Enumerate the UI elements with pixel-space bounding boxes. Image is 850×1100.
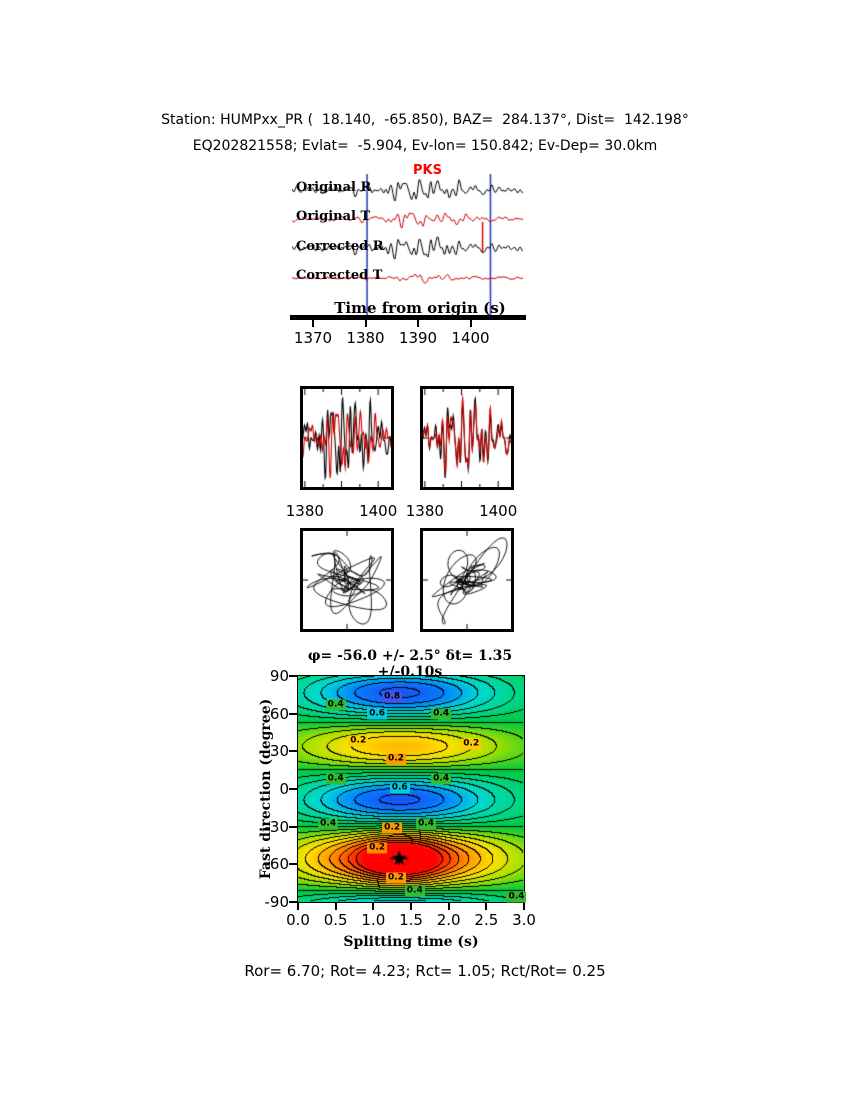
- contour-value-label: 0.4: [325, 773, 346, 785]
- contour-value-label: 0.4: [431, 708, 452, 720]
- splitting-time-tick-label: 1.0: [361, 911, 386, 929]
- trace-label-corrected-t: Corrected T: [296, 268, 383, 283]
- contour-value-label: 0.4: [431, 773, 452, 785]
- contour-value-label: 0.2: [367, 842, 388, 854]
- misfit-contour-frame: [297, 675, 525, 903]
- waveform-window-right-canvas: [423, 389, 511, 487]
- fast-direction-tick: [289, 788, 297, 790]
- particle-motion-right: [420, 528, 514, 632]
- fast-direction-tick-label: -90: [264, 893, 290, 911]
- fast-direction-tick: [289, 675, 297, 677]
- fast-direction-tick-label: -60: [264, 855, 290, 874]
- waveform-window-left-canvas: [303, 389, 391, 487]
- splitting-time-tick-label: 0.5: [323, 911, 348, 929]
- contour-value-label: 0.4: [506, 891, 527, 903]
- seismogram-canvas: [292, 166, 524, 318]
- station-header: Station: HUMPxx_PR ( 18.140, -65.850), B…: [161, 112, 689, 128]
- fast-direction-tick: [289, 901, 297, 903]
- contour-value-label: 0.6: [389, 782, 410, 794]
- splitting-time-tick: [372, 903, 375, 910]
- contour-value-label: 0.4: [325, 699, 346, 711]
- window-tick-label: 1380: [285, 502, 324, 520]
- particle-motion-left-canvas: [303, 531, 391, 629]
- time-axis-tick-label: 1380: [346, 329, 385, 347]
- fast-direction-tick-label: 30: [269, 742, 289, 761]
- fast-direction-tick: [289, 750, 297, 753]
- contour-value-label: 0.2: [385, 753, 406, 765]
- time-axis-tick: [417, 320, 419, 327]
- contour-value-label: 0.2: [461, 738, 482, 750]
- splitting-time-tick-label: 0.0: [286, 911, 310, 929]
- contour-value-label: 0.2: [385, 872, 406, 884]
- time-axis-line: [290, 315, 526, 320]
- splitting-time-axis-label: Splitting time (s): [343, 934, 479, 950]
- contour-value-label: 0.4: [404, 885, 425, 897]
- time-axis-tick: [469, 320, 472, 327]
- fast-direction-tick-label: 60: [269, 704, 289, 723]
- phase-label: PKS: [413, 163, 442, 178]
- splitting-time-tick-label: 3.0: [512, 911, 536, 929]
- trace-label-corrected-r: Corrected R: [296, 239, 384, 254]
- window-tick-label: 1400: [359, 502, 398, 520]
- window-tick-label: 1400: [479, 502, 518, 520]
- splitting-time-tick: [410, 903, 412, 910]
- time-axis-tick: [364, 320, 367, 327]
- fast-direction-tick-label: -30: [264, 817, 290, 836]
- splitting-time-tick-label: 1.5: [399, 911, 423, 929]
- splitting-time-tick: [485, 903, 488, 910]
- result-summary: Ror= 6.70; Rot= 4.23; Rct= 1.05; Rct/Rot…: [244, 962, 606, 980]
- fast-direction-tick: [289, 825, 297, 828]
- time-axis-tick-label: 1400: [451, 329, 490, 347]
- splitting-time-tick-label: 2.5: [474, 911, 499, 929]
- splitting-time-tick-label: 2.0: [436, 911, 461, 929]
- misfit-contour-canvas: [298, 676, 524, 902]
- splitting-time-tick: [334, 903, 337, 910]
- fast-direction-tick: [289, 712, 297, 715]
- fast-direction-tick: [289, 863, 297, 866]
- trace-label-original-t: Original T: [296, 209, 371, 224]
- contour-value-label: 0.4: [318, 818, 339, 830]
- window-tick-label: 1380: [405, 502, 444, 520]
- particle-motion-right-canvas: [423, 531, 511, 629]
- trace-label-original-r: Original R: [296, 180, 372, 195]
- fast-direction-tick-label: 0: [279, 780, 289, 798]
- contour-value-label: 0.2: [348, 735, 369, 747]
- time-axis-label: Time from origin (s): [334, 299, 506, 317]
- splitting-time-tick: [447, 903, 450, 910]
- particle-motion-left: [300, 528, 394, 632]
- contour-value-label: 0.8: [382, 691, 403, 703]
- contour-value-label: 0.6: [367, 708, 388, 720]
- waveform-window-right: [420, 386, 514, 490]
- contour-value-label: 0.2: [382, 822, 403, 834]
- waveform-window-left: [300, 386, 394, 490]
- time-axis-tick-label: 1390: [398, 329, 438, 347]
- contour-value-label: 0.4: [416, 818, 437, 830]
- time-axis-tick: [312, 320, 314, 327]
- splitting-time-tick: [297, 903, 299, 910]
- fast-direction-tick-label: 90: [269, 667, 289, 685]
- time-axis-tick-label: 1370: [293, 329, 333, 347]
- splitting-time-tick: [523, 903, 525, 910]
- event-header: EQ202821558; Evlat= -5.904, Ev-lon= 150.…: [192, 138, 658, 154]
